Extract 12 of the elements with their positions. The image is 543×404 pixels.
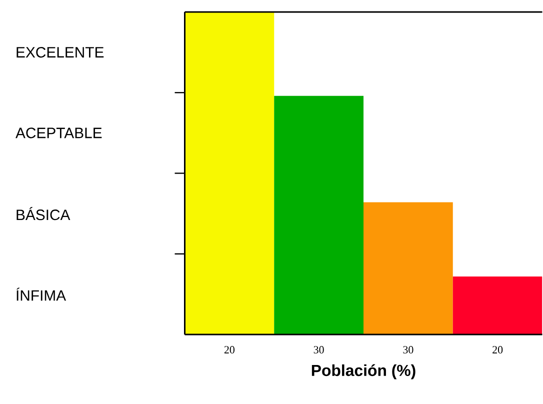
bar bbox=[364, 202, 453, 334]
text: ACEPTABLE bbox=[16, 127, 102, 138]
x-tick-label: 30 bbox=[403, 346, 414, 354]
text: ÍNFIMA bbox=[16, 288, 66, 300]
text: EXCELENTE bbox=[16, 46, 104, 58]
bar bbox=[274, 96, 364, 334]
x-axis-title: Población (%) bbox=[312, 364, 416, 380]
text: BÁSICA bbox=[16, 206, 70, 220]
x-tick-label: 20 bbox=[224, 346, 234, 354]
bar bbox=[452, 276, 542, 334]
x-tick-label: 20 bbox=[492, 346, 503, 354]
x-tick-label: 30 bbox=[314, 346, 324, 354]
